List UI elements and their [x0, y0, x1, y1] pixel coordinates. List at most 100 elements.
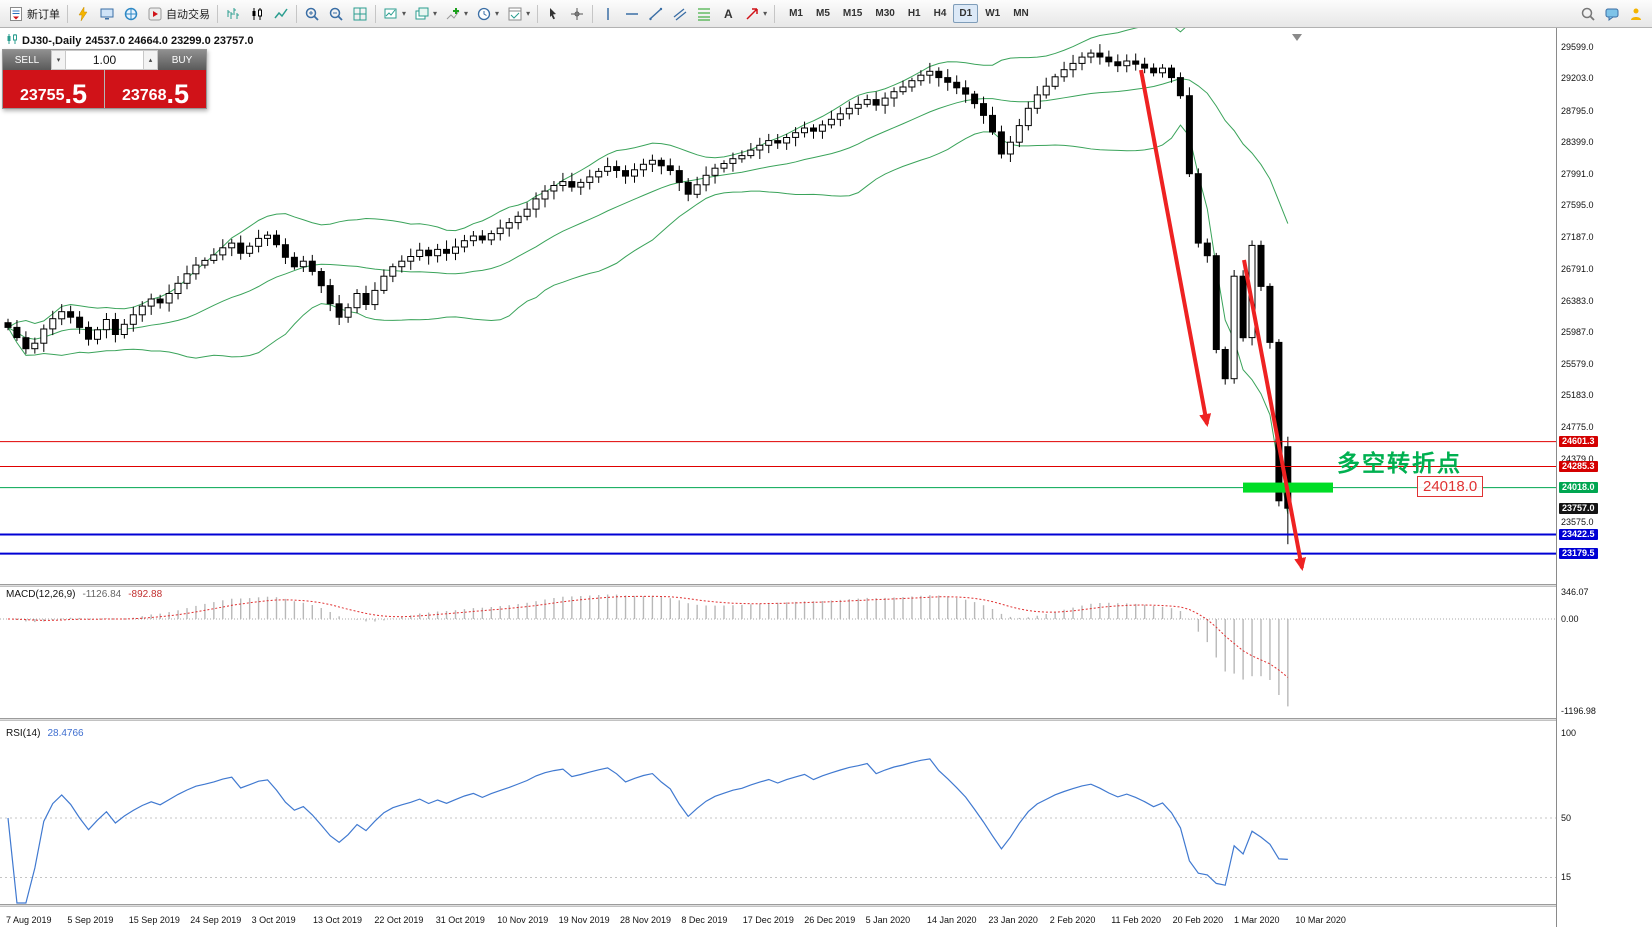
time-axis-label: 2 Feb 2020: [1049, 915, 1096, 925]
timeframe-h4[interactable]: H4: [933, 8, 947, 19]
search-button[interactable]: [1576, 2, 1600, 25]
toolbar-separator: [592, 4, 594, 23]
time-axis-label: 1 Mar 2020: [1234, 915, 1280, 925]
panel-splitter[interactable]: [0, 718, 1652, 721]
time-axis-label: 5 Sep 2019: [67, 915, 114, 925]
new-order-button[interactable]: 新订单: [4, 2, 64, 25]
vertical-line-button[interactable]: [596, 2, 620, 25]
chart-ohlc: 24537.0 24664.0 23299.0 23757.0: [85, 34, 254, 47]
cursor-button[interactable]: [541, 2, 565, 25]
timeframe-m15[interactable]: M15: [842, 8, 863, 19]
community-button[interactable]: [1624, 2, 1648, 25]
arrow-tool-icon: [744, 6, 760, 22]
timeframe-m30[interactable]: M30: [875, 8, 895, 19]
new-chart-button[interactable]: ▾: [379, 2, 410, 25]
time-axis-label: 10 Mar 2020: [1295, 915, 1346, 925]
candlestick-chart-button[interactable]: [245, 2, 269, 25]
timeframe-m5[interactable]: M5: [816, 8, 830, 19]
periods-button[interactable]: ▾: [472, 2, 503, 25]
indicators-button[interactable]: ▾: [441, 2, 472, 25]
time-axis-label: 28 Nov 2019: [620, 915, 672, 925]
time-axis-label: 17 Dec 2019: [742, 915, 794, 925]
crosshair-button[interactable]: [565, 2, 589, 25]
price-axis-label: 25183.0: [1561, 390, 1594, 401]
time-axis[interactable]: 7 Aug 2019 5 Sep 2019 15 Sep 2019 24 Sep 20…: [0, 907, 1556, 929]
trendline-button[interactable]: [644, 2, 668, 25]
mql5-community-button[interactable]: [119, 2, 143, 25]
chart-workspace: DJ30-,Daily 24537.0 24664.0 23299.0 2375…: [0, 28, 1652, 949]
price-axis[interactable]: 29599.0 29203.0 28795.0 28399.0 27991.0 27595…: [1556, 28, 1652, 927]
timeframe-h1[interactable]: H1: [907, 8, 921, 19]
line-chart-icon: [273, 6, 289, 22]
price-axis-label: 26791.0: [1561, 263, 1594, 274]
new-chart-icon: [383, 6, 399, 22]
tile-windows-button[interactable]: [348, 2, 372, 25]
price-tag: 23179.5: [1559, 548, 1598, 560]
price-axis-label: 23575.0: [1561, 516, 1594, 527]
macd-label: MACD(12,26,9) -1126.84 -892.88: [6, 589, 162, 600]
time-axis-label: 13 Oct 2019: [313, 915, 363, 925]
zoom-out-button[interactable]: [324, 2, 348, 25]
price-axis-label: 27187.0: [1561, 232, 1594, 243]
sell-button[interactable]: SELL: [3, 50, 51, 70]
chart-canvas[interactable]: [0, 28, 1652, 949]
buy-price[interactable]: 23768.5: [105, 70, 206, 108]
globe-icon: [123, 6, 139, 22]
price-axis-label: 28399.0: [1561, 136, 1594, 147]
market-watch-button[interactable]: [95, 2, 119, 25]
zoom-in-button[interactable]: [300, 2, 324, 25]
timeframe-d1[interactable]: D1: [953, 4, 979, 23]
chart-shift-marker[interactable]: [1292, 34, 1302, 41]
toolbar: 新订单 自动交易 ▾ ▾ ▾ ▾ ▾ A ▾ M1 M5 M15 M30 H1 H4 D1 W…: [0, 0, 1652, 28]
zoom-in-icon: [304, 6, 320, 22]
text-tool-button[interactable]: A: [716, 2, 740, 25]
line-chart-button[interactable]: [269, 2, 293, 25]
auto-trading-button[interactable]: 自动交易: [143, 2, 214, 25]
toolbar-separator: [217, 4, 218, 23]
caret-down-icon: ▾: [56, 57, 61, 64]
price-axis-label: 25579.0: [1561, 359, 1594, 370]
volume-input[interactable]: 1.00: [66, 50, 143, 70]
buy-price-main: 23768: [121, 87, 167, 104]
metaeditor-button[interactable]: [71, 2, 95, 25]
time-axis-label: 14 Jan 2020: [927, 915, 977, 925]
person-icon: [1628, 6, 1644, 22]
volume-increase-button[interactable]: ▴: [143, 50, 158, 70]
macd-axis-label: -1196.98: [1561, 706, 1596, 717]
timeframe-mn[interactable]: MN: [1013, 8, 1029, 19]
rsi-label: RSI(14) 28.4766: [6, 728, 84, 739]
new-order-icon: [8, 6, 24, 22]
timeframe-m1[interactable]: M1: [789, 8, 803, 19]
chevron-down-icon: ▾: [402, 9, 407, 18]
chart-title: DJ30-,Daily 24537.0 24664.0 23299.0 2375…: [6, 33, 254, 48]
new-order-label: 新订单: [27, 8, 60, 21]
caret-up-icon: ▴: [148, 57, 153, 64]
time-axis-label: 23 Jan 2020: [988, 915, 1038, 925]
templates-button[interactable]: ▾: [503, 2, 534, 25]
profiles-button[interactable]: ▾: [410, 2, 441, 25]
fibonacci-button[interactable]: [692, 2, 716, 25]
sell-price[interactable]: 23755.5: [3, 70, 104, 108]
svg-text:A: A: [724, 7, 733, 21]
chat-button[interactable]: [1600, 2, 1624, 25]
chevron-down-icon: ▾: [763, 9, 768, 18]
lightning-icon: [75, 5, 91, 22]
volume-decrease-button[interactable]: ▾: [51, 50, 66, 70]
channel-button[interactable]: [668, 2, 692, 25]
chart-symbol-period: DJ30-,Daily: [22, 34, 82, 47]
price-tag: 24018.0: [1559, 482, 1598, 494]
rsi-value: 28.4766: [47, 728, 84, 739]
panel-splitter[interactable]: [0, 584, 1652, 587]
timeframe-w1[interactable]: W1: [985, 8, 1001, 19]
macd-name: MACD(12,26,9): [6, 589, 76, 600]
arrows-tool-button[interactable]: ▾: [740, 2, 771, 25]
bar-chart-button[interactable]: [221, 2, 245, 25]
time-axis-label: 15 Sep 2019: [128, 915, 180, 925]
price-axis-label: 29203.0: [1561, 73, 1594, 84]
horizontal-line-button[interactable]: [620, 2, 644, 25]
clock-icon: [476, 6, 492, 22]
chat-icon: [1604, 6, 1620, 22]
rsi-axis-label: 15: [1561, 872, 1572, 882]
buy-button[interactable]: BUY: [158, 50, 206, 70]
grid-icon: [352, 6, 368, 22]
